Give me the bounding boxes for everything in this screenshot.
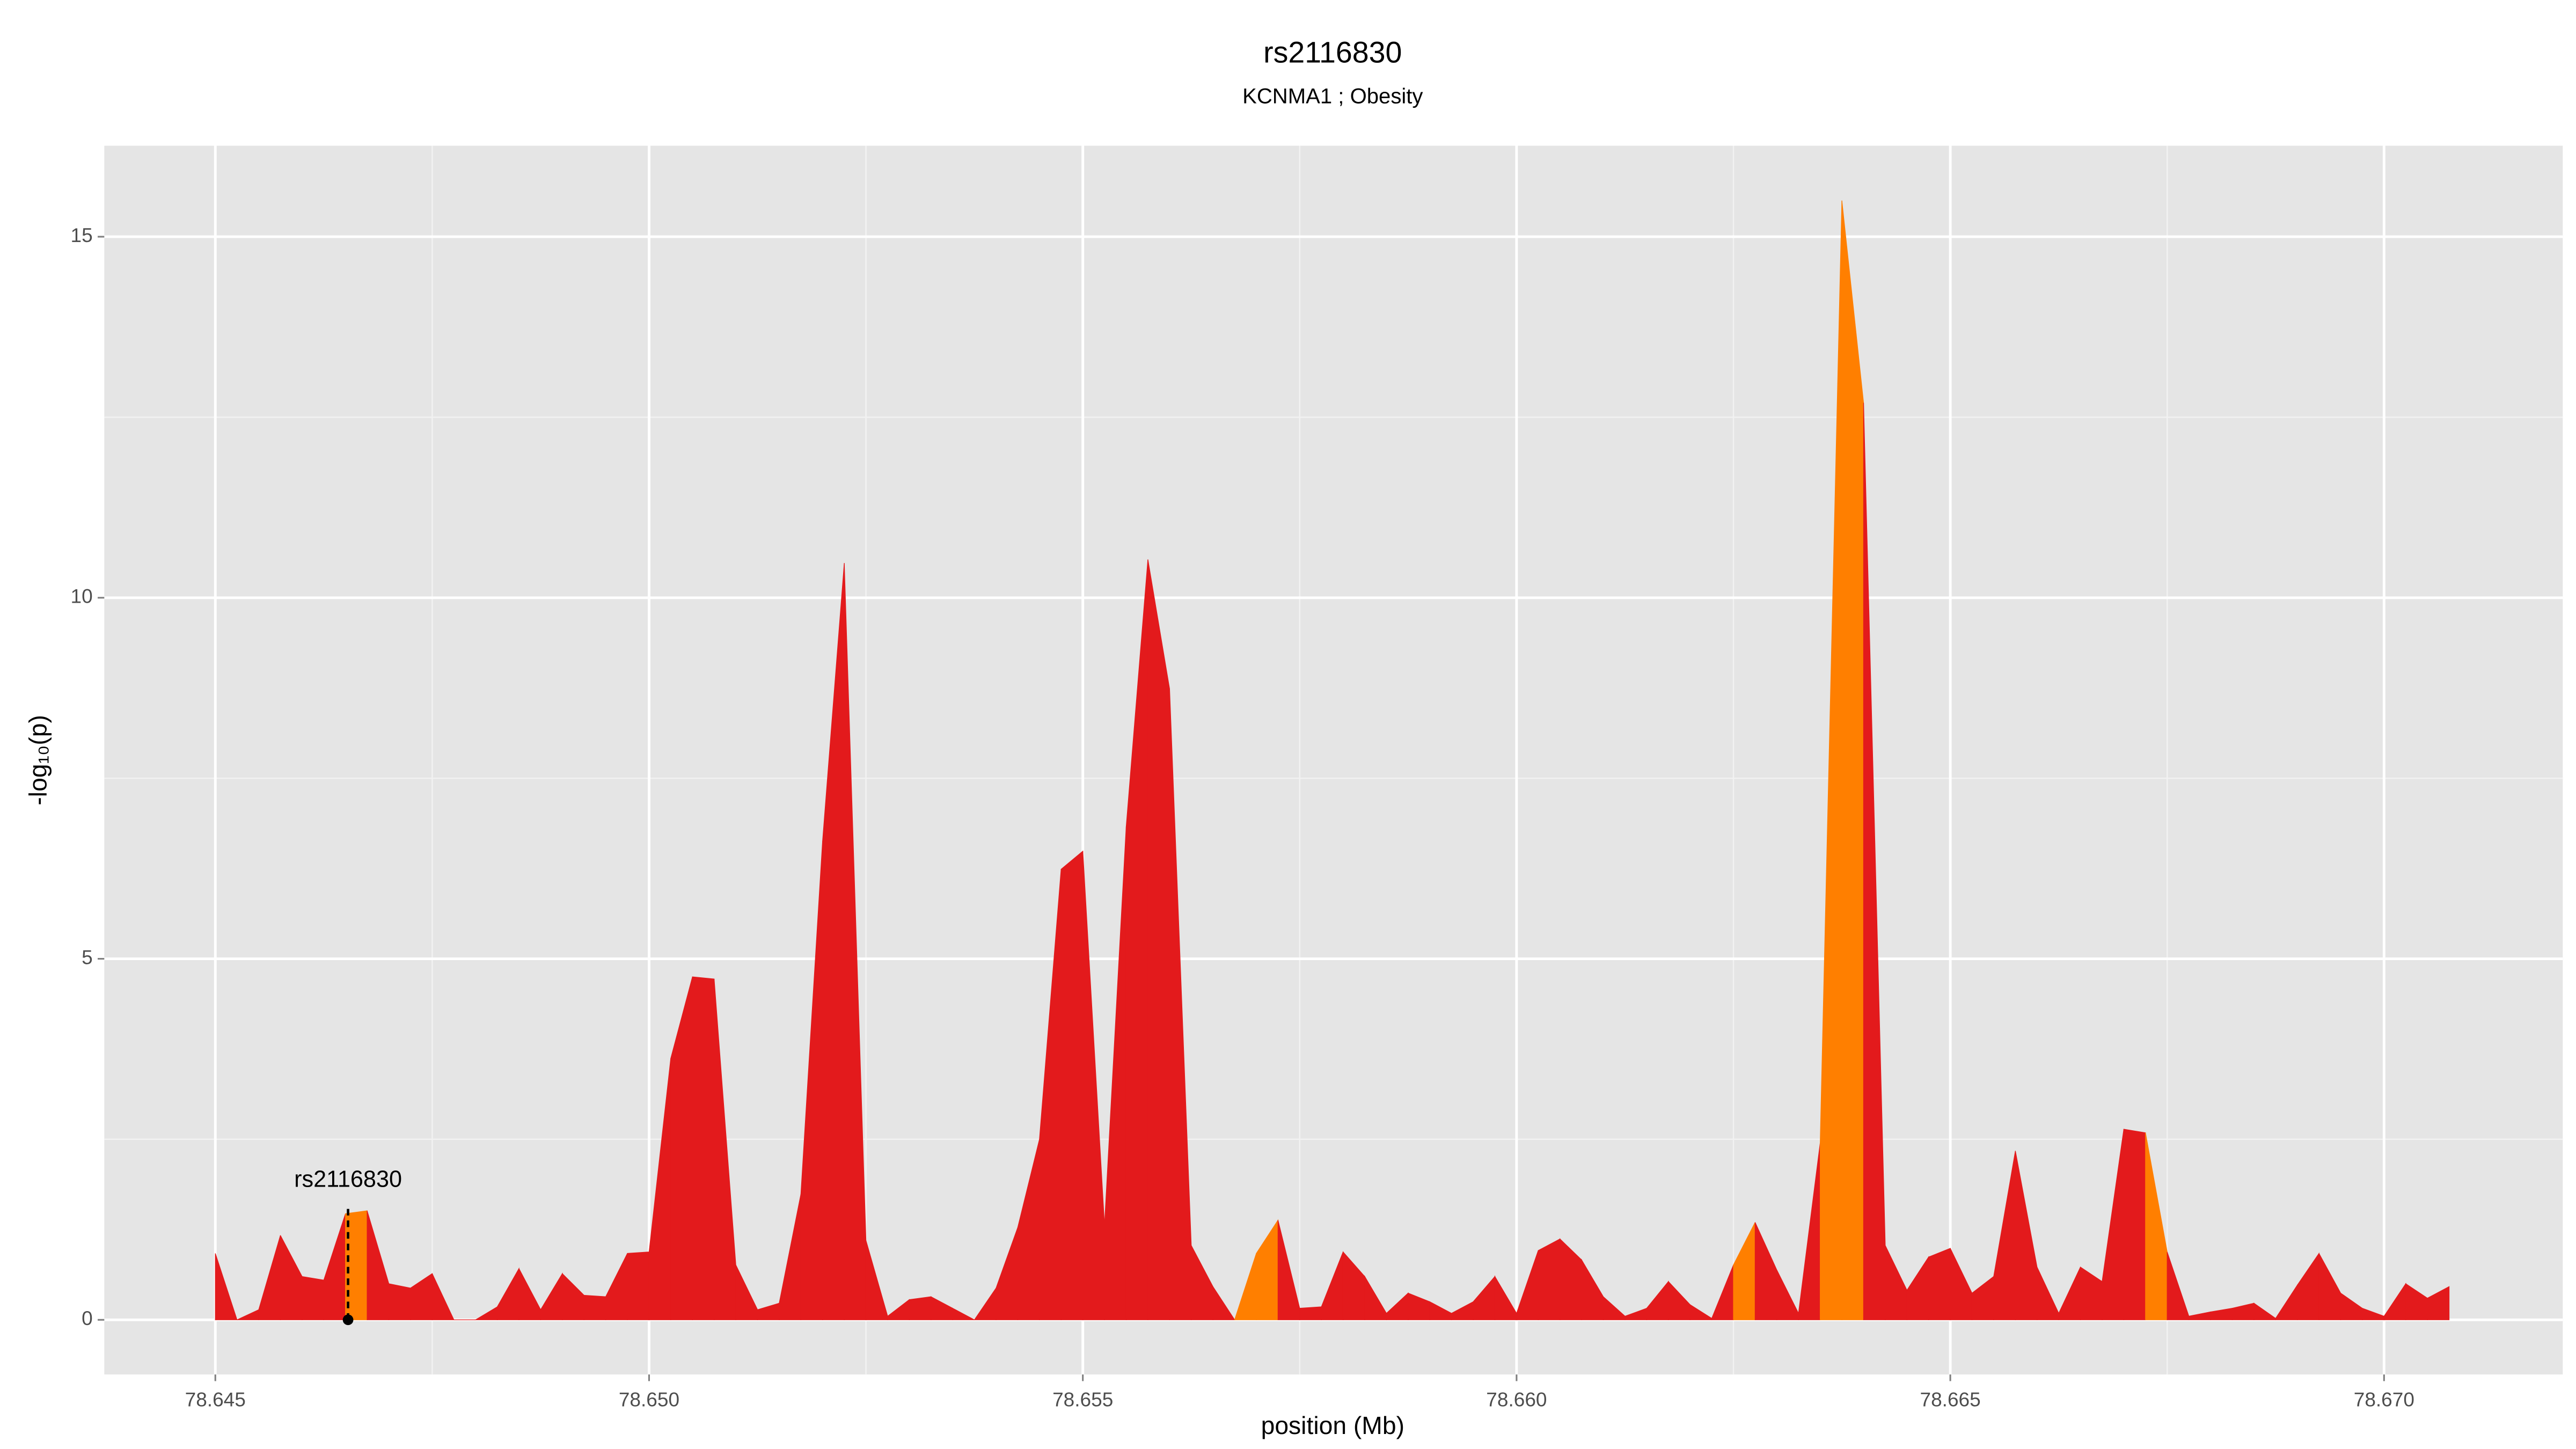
area-segment bbox=[1928, 1248, 1951, 1320]
area-segment bbox=[431, 1273, 455, 1320]
y-tick-label: 10 bbox=[71, 585, 93, 608]
y-tick-label: 15 bbox=[71, 224, 93, 246]
x-tick-label: 78.650 bbox=[619, 1388, 679, 1410]
area-segment bbox=[909, 1296, 932, 1320]
chart-subtitle: KCNMA1 ; Obesity bbox=[1242, 85, 1423, 108]
annotation-label: rs2116830 bbox=[294, 1167, 402, 1192]
area-segment bbox=[1538, 1238, 1561, 1320]
area-segment bbox=[1299, 1306, 1322, 1320]
y-tick-label: 0 bbox=[82, 1307, 93, 1329]
x-tick-label: 78.655 bbox=[1052, 1388, 1113, 1410]
y-tick-label: 5 bbox=[82, 946, 93, 968]
area-segment bbox=[627, 1252, 650, 1320]
area-segment bbox=[952, 1307, 975, 1320]
x-axis-label: position (Mb) bbox=[1261, 1411, 1404, 1439]
area-segment bbox=[302, 1276, 324, 1320]
area-segment bbox=[1147, 559, 1170, 1320]
annotation-point bbox=[342, 1314, 354, 1326]
area-segment bbox=[583, 1294, 606, 1320]
x-tick-label: 78.670 bbox=[2354, 1388, 2414, 1410]
x-tick-label: 78.645 bbox=[185, 1388, 246, 1410]
area-segment bbox=[215, 1253, 238, 1320]
area-segment bbox=[388, 1283, 411, 1320]
area-segment bbox=[1212, 1285, 1235, 1320]
x-tick-label: 78.660 bbox=[1486, 1388, 1547, 1410]
plot-panel bbox=[104, 145, 2563, 1375]
x-tick-label: 78.665 bbox=[1920, 1388, 1981, 1410]
area-segment bbox=[2427, 1286, 2450, 1320]
area-segment bbox=[1060, 850, 1084, 1320]
chart-title: rs2116830 bbox=[1263, 35, 1402, 69]
y-axis-label: -log₁₀(p) bbox=[24, 715, 52, 806]
area-segment bbox=[692, 976, 715, 1320]
area-segment bbox=[2123, 1129, 2146, 1320]
